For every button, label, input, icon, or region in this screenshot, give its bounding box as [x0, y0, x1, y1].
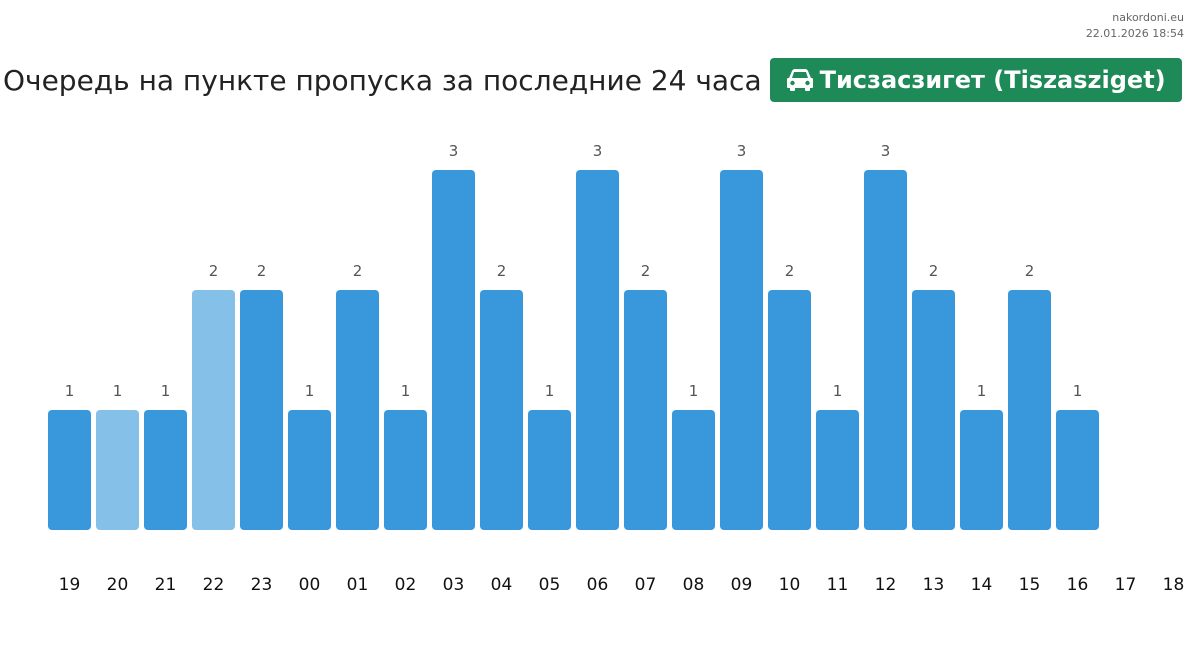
bar-21[interactable] — [144, 410, 187, 530]
tick-label-12: 12 — [875, 575, 897, 595]
bar-19[interactable] — [48, 410, 91, 530]
tick-label-00: 00 — [299, 575, 321, 595]
value-label-09: 3 — [737, 142, 747, 160]
tick-label-04: 04 — [491, 575, 513, 595]
tick-label-01: 01 — [347, 575, 369, 595]
tick-label-21: 21 — [155, 575, 177, 595]
tick-label-22: 22 — [203, 575, 225, 595]
value-label-06: 3 — [593, 142, 603, 160]
timestamp: 22.01.2026 18:54 — [1085, 27, 1184, 40]
bar-05[interactable] — [528, 410, 571, 530]
site-name[interactable]: nakordoni.eu — [1112, 11, 1184, 24]
value-label-11: 1 — [833, 382, 843, 400]
tick-label-05: 05 — [539, 575, 561, 595]
value-label-22: 2 — [209, 262, 219, 280]
tick-label-19: 19 — [59, 575, 81, 595]
value-label-01: 2 — [353, 262, 363, 280]
bar-10[interactable] — [768, 290, 811, 530]
tick-label-03: 03 — [443, 575, 465, 595]
tick-label-13: 13 — [923, 575, 945, 595]
value-label-05: 1 — [545, 382, 555, 400]
car-icon — [786, 68, 814, 92]
bar-13[interactable] — [912, 290, 955, 530]
page-title: Очередь на пункте пропуска за последние … — [3, 63, 762, 97]
tick-label-08: 08 — [683, 575, 705, 595]
bar-04[interactable] — [480, 290, 523, 530]
value-label-20: 1 — [113, 382, 123, 400]
value-label-02: 1 — [401, 382, 411, 400]
bar-09[interactable] — [720, 170, 763, 530]
value-label-04: 2 — [497, 262, 507, 280]
tick-label-20: 20 — [107, 575, 129, 595]
value-label-21: 1 — [161, 382, 171, 400]
tick-label-16: 16 — [1067, 575, 1089, 595]
value-label-00: 1 — [305, 382, 315, 400]
bar-11[interactable] — [816, 410, 859, 530]
value-label-15: 2 — [1025, 262, 1035, 280]
tick-label-15: 15 — [1019, 575, 1041, 595]
value-label-14: 1 — [977, 382, 987, 400]
tick-label-02: 02 — [395, 575, 417, 595]
bar-14[interactable] — [960, 410, 1003, 530]
checkpoint-badge[interactable]: Тисзасзигет (Tiszasziget) — [769, 58, 1182, 102]
value-label-08: 1 — [689, 382, 699, 400]
tick-label-06: 06 — [587, 575, 609, 595]
page-heading: Очередь на пункте пропуска за последние … — [3, 58, 1182, 102]
bar-08[interactable] — [672, 410, 715, 530]
value-label-03: 3 — [449, 142, 459, 160]
checkpoint-name: Тисзасзигет (Tiszasziget) — [819, 66, 1166, 94]
tick-label-07: 07 — [635, 575, 657, 595]
value-label-10: 2 — [785, 262, 795, 280]
value-label-23: 2 — [257, 262, 267, 280]
tick-label-10: 10 — [779, 575, 801, 595]
tick-label-11: 11 — [827, 575, 849, 595]
bar-16[interactable] — [1056, 410, 1099, 530]
bar-12[interactable] — [864, 170, 907, 530]
bar-06[interactable] — [576, 170, 619, 530]
site-info: nakordoni.eu 22.01.2026 18:54 — [1086, 10, 1184, 42]
bar-23[interactable] — [240, 290, 283, 530]
tick-label-09: 09 — [731, 575, 753, 595]
bar-22[interactable] — [192, 290, 235, 530]
value-label-07: 2 — [641, 262, 651, 280]
tick-label-14: 14 — [971, 575, 993, 595]
tick-label-17: 17 — [1115, 575, 1137, 595]
bar-00[interactable] — [288, 410, 331, 530]
value-label-19: 1 — [65, 382, 75, 400]
bar-03[interactable] — [432, 170, 475, 530]
bar-20[interactable] — [96, 410, 139, 530]
bar-15[interactable] — [1008, 290, 1051, 530]
bar-01[interactable] — [336, 290, 379, 530]
value-label-13: 2 — [929, 262, 939, 280]
tick-label-18: 18 — [1163, 575, 1185, 595]
bar-02[interactable] — [384, 410, 427, 530]
bar-07[interactable] — [624, 290, 667, 530]
tick-label-23: 23 — [251, 575, 273, 595]
value-label-12: 3 — [881, 142, 891, 160]
value-label-16: 1 — [1073, 382, 1083, 400]
